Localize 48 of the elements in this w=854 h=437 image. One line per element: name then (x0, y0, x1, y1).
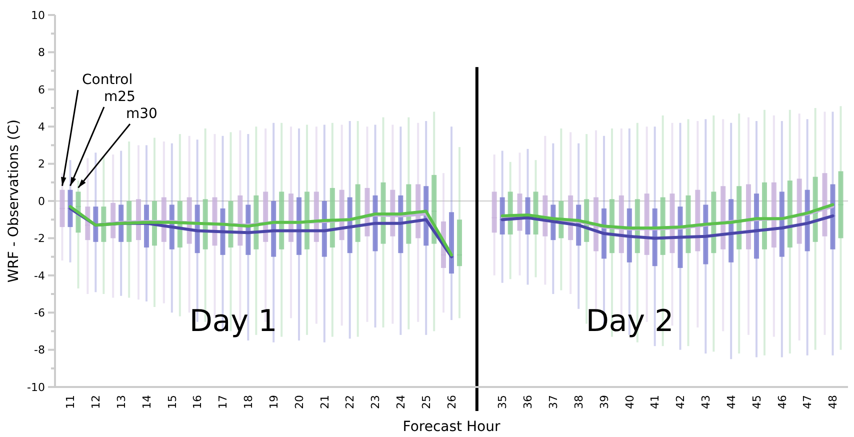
y-tick-label: 2 (38, 158, 45, 171)
x-tick-label: 25 (420, 395, 433, 409)
x-tick-label: 44 (724, 395, 738, 409)
x-tick-label: 40 (623, 395, 636, 409)
x-tick-label: 21 (318, 395, 332, 409)
y-tick-label: -4 (34, 269, 45, 282)
x-tick-label: 47 (801, 395, 814, 409)
x-tick-label: 18 (242, 395, 256, 409)
x-tick-label: 48 (826, 395, 840, 409)
x-tick-label: 26 (445, 395, 458, 409)
x-tick-label: 42 (674, 395, 688, 409)
x-tick-label: 17 (216, 395, 230, 409)
x-tick-label: 20 (292, 395, 306, 409)
text: m30 (126, 106, 158, 122)
x-tick-label: 23 (369, 395, 382, 409)
y-tick-label: -2 (34, 232, 45, 246)
x-tick-label: 37 (547, 395, 560, 409)
y-tick-label: -10 (27, 380, 45, 394)
y-tick-label: 4 (38, 120, 45, 134)
text: Control (82, 72, 133, 88)
x-tick-label: 24 (394, 395, 408, 409)
annotation: Day 1 (189, 304, 278, 340)
x-tick-label: 39 (598, 395, 611, 409)
x-tick-label: 14 (140, 395, 154, 409)
x-tick-label: 35 (496, 395, 510, 409)
x-tick-label: 45 (750, 395, 764, 409)
y-tick-label: 6 (38, 83, 45, 96)
x-tick-label: 43 (700, 395, 713, 409)
x-tick-label: 38 (572, 395, 586, 409)
y-tick-label: 8 (38, 46, 45, 60)
annotation: Day 2 (586, 304, 674, 340)
y-axis-title: WRF - Observations (C) (6, 119, 22, 283)
x-tick-label: 36 (522, 395, 535, 409)
x-tick-label: 41 (648, 395, 662, 409)
x-tick-label: 46 (776, 395, 789, 409)
x-axis-title: Forecast Hour (402, 419, 500, 435)
x-tick-label: 19 (267, 395, 280, 409)
y-tick-label: 0 (38, 194, 45, 208)
x-tick-label: 11 (64, 395, 78, 409)
x-tick-label: 16 (191, 395, 204, 409)
y-tick-label: -8 (34, 344, 45, 357)
y-tick-label: -6 (34, 306, 45, 320)
x-tick-label: 13 (114, 395, 128, 409)
x-tick-label: 22 (344, 395, 357, 409)
y-tick-label: 10 (31, 8, 45, 22)
x-tick-label: 15 (166, 395, 179, 409)
x-tick-label: 12 (90, 395, 103, 409)
text: m25 (104, 89, 136, 105)
